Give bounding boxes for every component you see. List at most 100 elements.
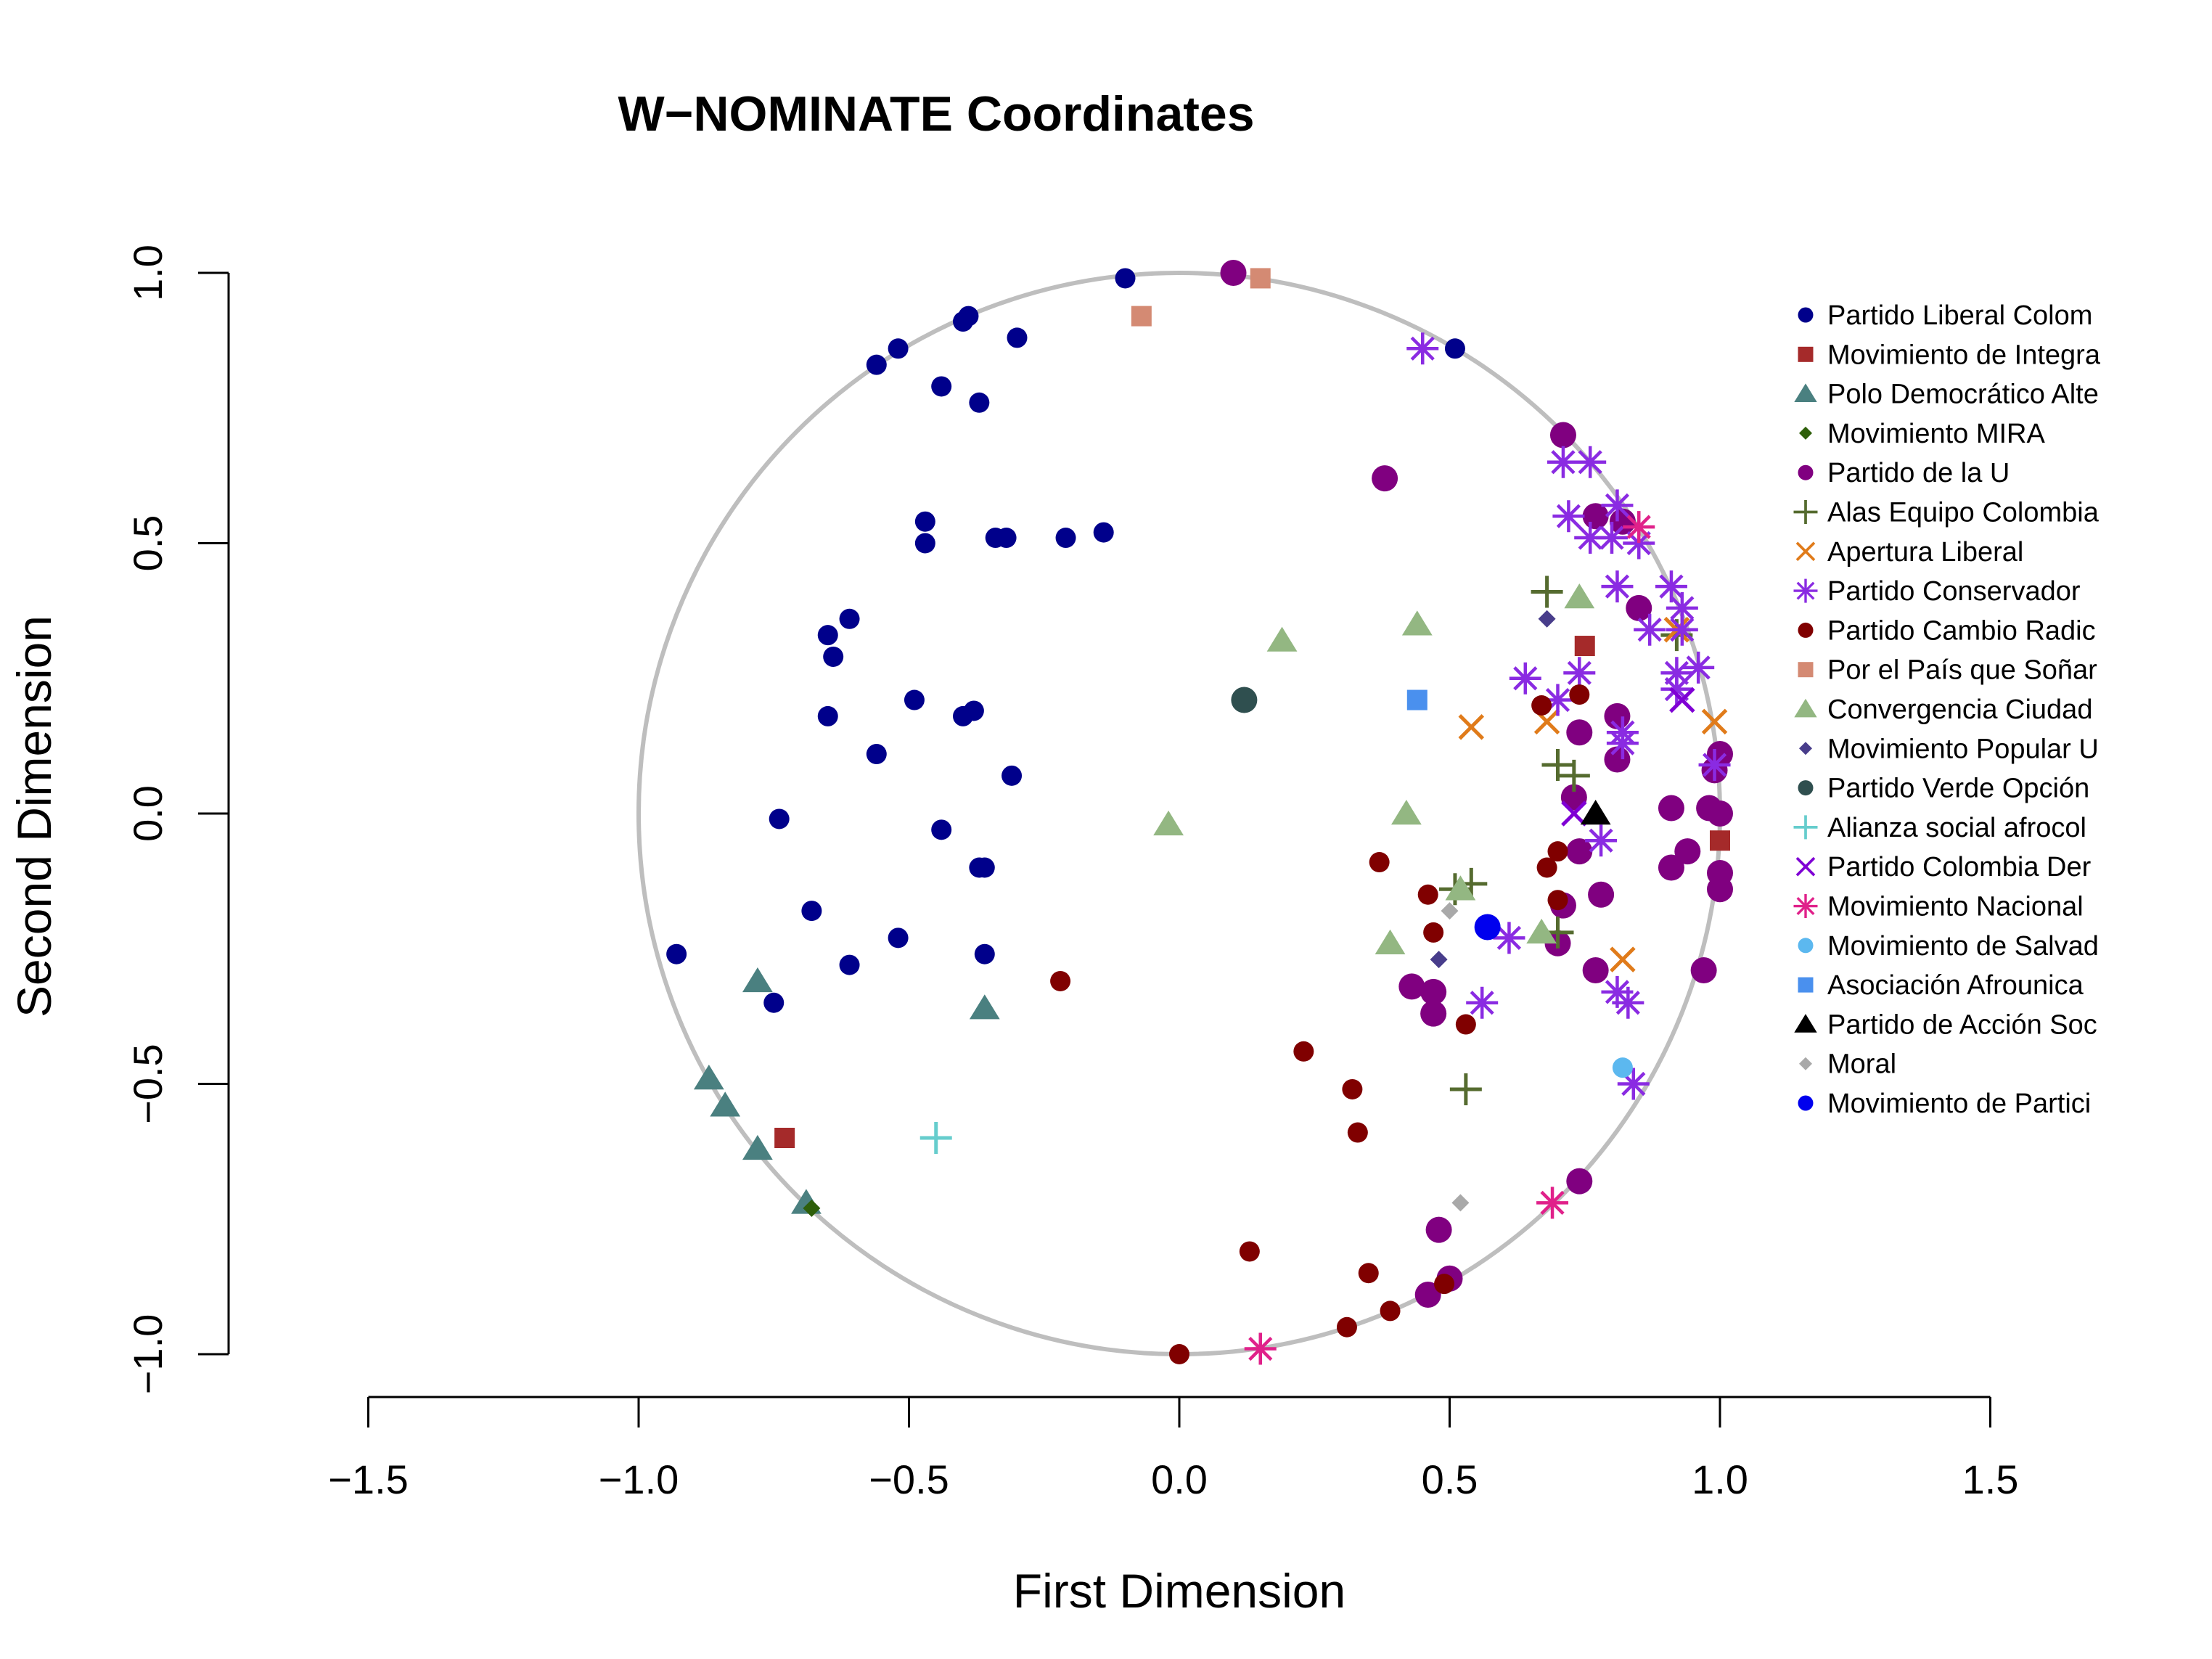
data-point [1541,748,1574,781]
legend-marker [1793,894,1818,918]
data-point [1434,1274,1455,1295]
data-point [919,1122,952,1154]
legend-marker [1795,541,1816,562]
data-point [1582,503,1609,530]
data-point [1585,824,1618,857]
data-point [866,354,887,375]
legend-label: Movimiento de Salvad [1827,931,2099,962]
legend-label: Movimiento MIRA [1827,419,2045,449]
x-tick-label: −1.0 [599,1457,679,1502]
series-16 [1612,1057,1633,1078]
data-point [1239,1241,1260,1262]
data-point [1588,881,1615,908]
legend-label: Asociación Afrounica [1827,970,2084,1001]
data-point [1601,570,1634,603]
legend-label: Alas Equipo Colombia [1827,498,2100,528]
data-point [1266,626,1298,652]
data-point [1369,852,1390,873]
data-point [1007,327,1028,348]
data-point [1566,719,1593,746]
legend-label: Por el País que Soñar [1827,655,2097,686]
data-point [996,528,1017,549]
data-point [742,1134,773,1160]
data-point [1674,838,1701,865]
series-18 [1580,800,1611,825]
data-point [969,392,990,413]
y-tick-label: 0.0 [125,785,171,842]
legend-marker [1799,426,1812,440]
data-point [1601,489,1634,522]
data-point [1444,338,1465,359]
data-point [1425,1216,1452,1243]
data-point [774,1128,795,1148]
data-point [1423,922,1444,943]
data-point [1698,748,1731,781]
data-point [1536,1187,1569,1219]
data-point [931,376,952,397]
series-1 [774,636,1730,1148]
data-point [1231,687,1258,713]
data-point [1564,583,1595,609]
data-point [1557,759,1590,792]
y-axis-label: Second Dimension [7,615,61,1017]
legend-label: Partido Cambio Radic [1827,615,2096,646]
data-point [1707,800,1733,827]
data-point [1582,957,1609,984]
x-tick-label: 1.5 [1962,1457,2019,1502]
data-point [1531,695,1552,716]
series-11 [1430,610,1556,969]
legend-label: Apertura Liberal [1827,537,2023,568]
data-point [1626,594,1652,621]
legend-marker [1793,500,1818,524]
series-12 [1231,687,1258,713]
legend-label: Partido Verde Opción [1827,774,2089,804]
data-point [1536,857,1557,878]
points-layer [666,260,1733,1365]
data-point [742,967,773,993]
x-tick-label: −1.5 [328,1457,409,1502]
data-point [1596,522,1628,554]
legend-label: Partido Liberal Colom [1827,300,2092,331]
data-point [1547,446,1579,478]
legend-marker [1799,742,1812,755]
series-14 [1561,687,1695,827]
legend-label: Movimiento Nacional [1827,892,2084,922]
x-tick-label: 0.0 [1151,1457,1208,1502]
y-tick-label: 0.5 [125,515,171,572]
legend-marker [1798,1095,1814,1111]
legend-marker [1798,662,1814,678]
data-point [1401,610,1433,636]
data-point [1244,1332,1277,1365]
data-point [1547,890,1568,911]
data-point [1050,970,1071,991]
data-point [823,646,844,667]
data-point [1701,708,1728,735]
legend-entries: Partido Liberal Colom Movimiento de Integ… [1793,300,2101,1119]
data-point [666,943,687,964]
data-point [1293,1041,1314,1062]
axes: −1.5 −1.0 −0.5 0.0 0.5 1.0 1.5 −1.0 −0.5 0.0 0.5 1.… [125,245,2018,1502]
series-6 [1458,616,1728,972]
data-point [1538,610,1556,628]
data-point [710,1091,741,1117]
series-3 [803,1199,821,1217]
data-point [817,625,838,646]
data-point [914,511,935,532]
data-point [1509,662,1541,695]
data-point [839,608,860,629]
legend-marker [1793,815,1818,840]
data-point [914,533,935,554]
y-tick-label: −1.0 [125,1314,171,1395]
series-20 [1474,914,1501,941]
data-point [1001,765,1023,786]
series-19 [1441,902,1470,1212]
legend-marker [1794,383,1817,402]
data-point [969,994,1000,1020]
data-point [763,992,785,1013]
data-point [1493,922,1525,954]
series-5 [1438,575,1693,1105]
data-point [1055,528,1076,549]
legend-marker [1798,977,1814,993]
data-point [1417,884,1438,905]
data-point [1391,800,1422,825]
